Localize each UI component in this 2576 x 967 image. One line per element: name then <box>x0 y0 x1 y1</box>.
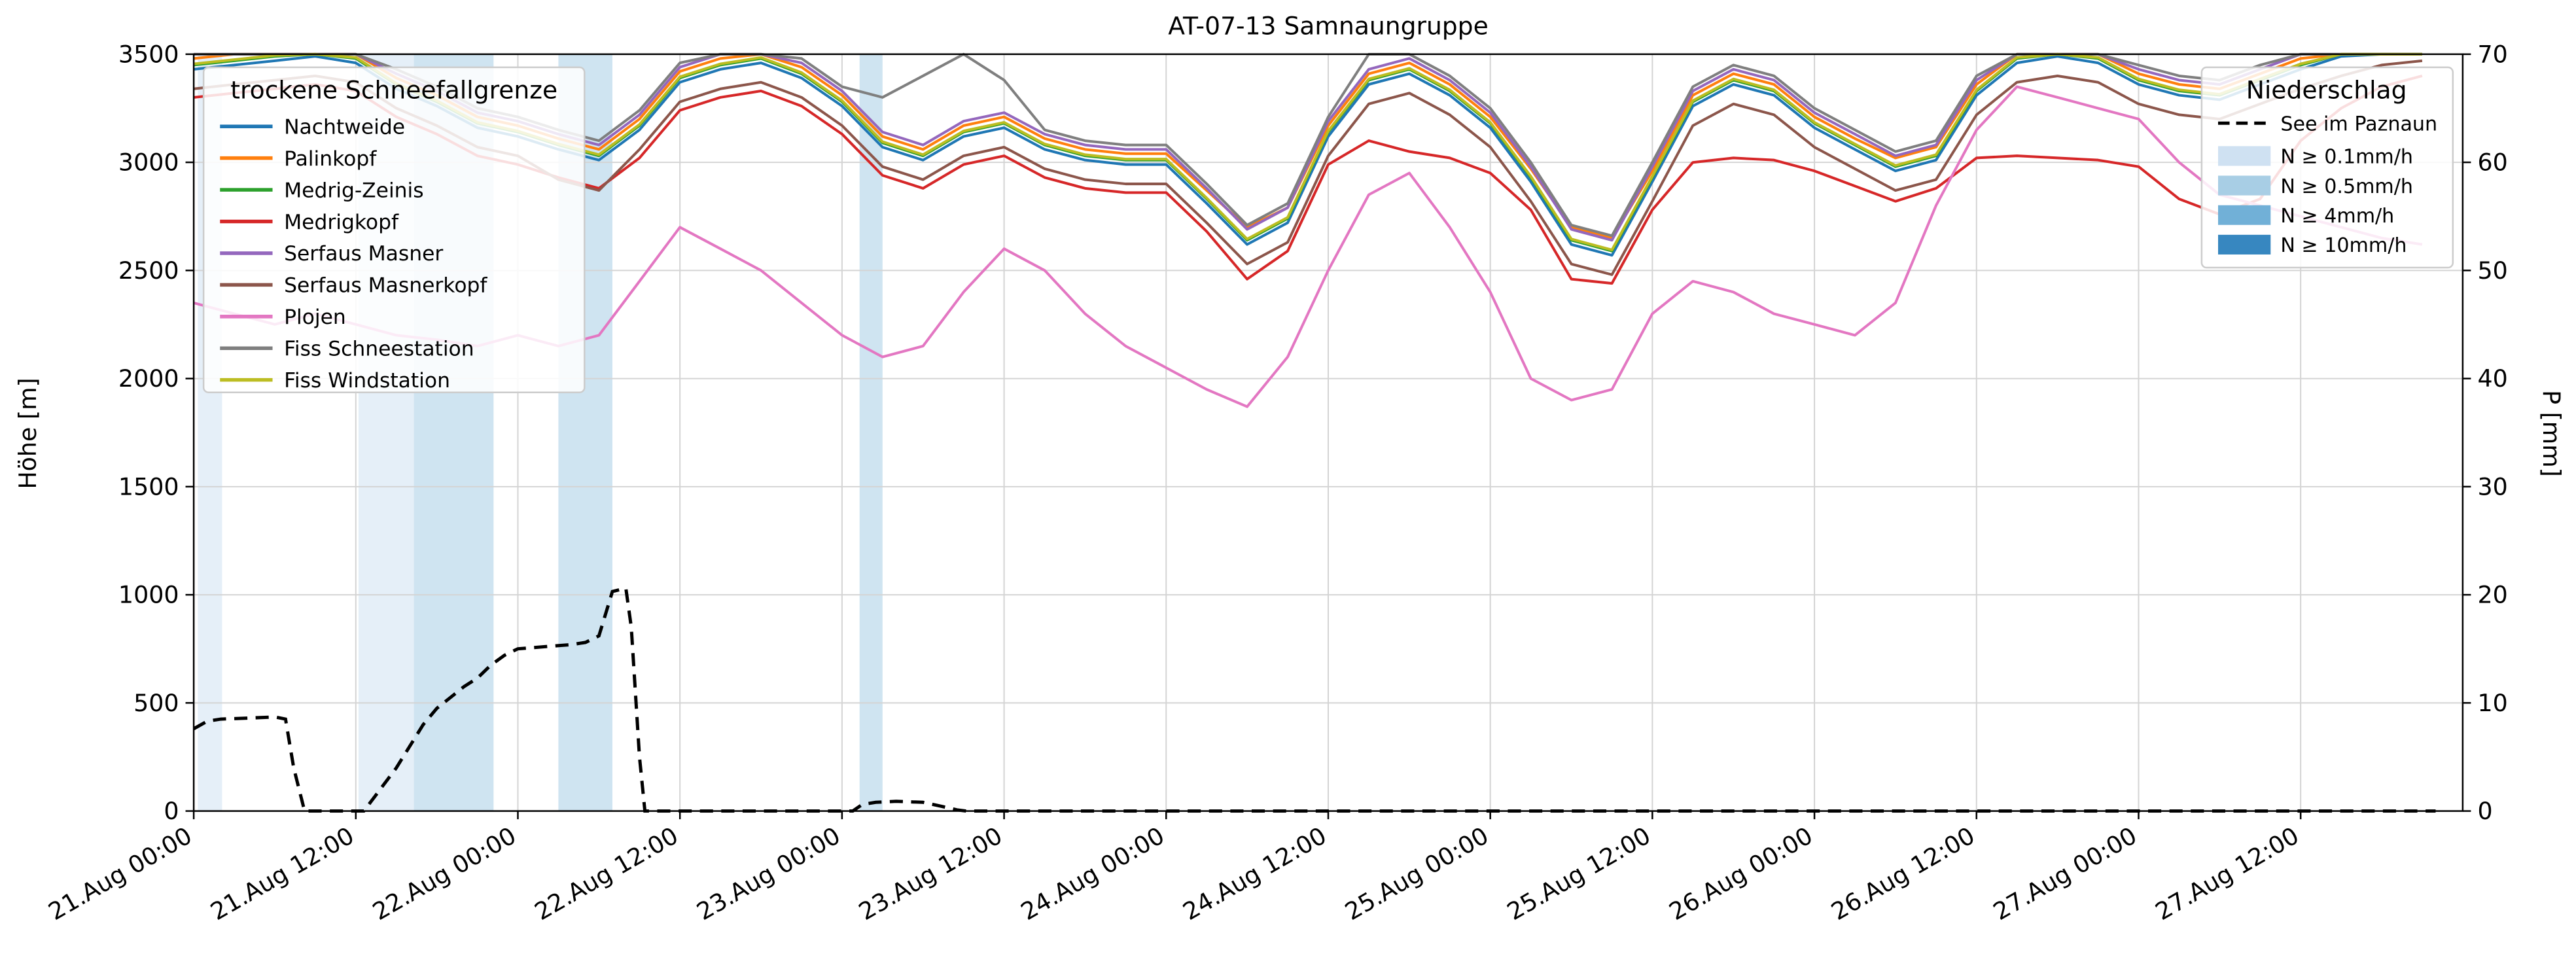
x-tick-label: 27.Aug 00:00 <box>1988 821 2142 926</box>
y-left-tick-label: 2500 <box>118 256 179 285</box>
x-tick-label: 27.Aug 12:00 <box>2151 821 2304 926</box>
legend-item-label: Medrigkopf <box>284 211 399 234</box>
chart-title: AT-07-13 Samnaungruppe <box>1168 12 1489 41</box>
precip-band <box>859 54 883 811</box>
legend-item-label: Plojen <box>284 306 346 329</box>
legend-item-label: N ≥ 0.5mm/h <box>2280 175 2413 198</box>
legend-item-label: Medrig-Zeinis <box>284 179 423 202</box>
legend-item-label: Palinkopf <box>284 147 377 171</box>
x-tick-label: 25.Aug 12:00 <box>1502 821 1655 926</box>
series-see-im-paznaun <box>194 586 2436 813</box>
legend-item-label: N ≥ 10mm/h <box>2280 234 2407 257</box>
legend-patch-swatch <box>2217 146 2271 166</box>
labels-layer: AT-07-13 Samnaungruppe Höhe [m] P [mm] <box>14 12 2566 489</box>
x-tick-label: 26.Aug 00:00 <box>1665 821 1818 926</box>
y-right-tick-label: 50 <box>2477 256 2507 285</box>
y-left-tick-label: 500 <box>133 689 179 717</box>
x-tick-label: 21.Aug 12:00 <box>205 821 359 926</box>
legend-patch-swatch <box>2217 205 2271 225</box>
x-tick-label: 22.Aug 12:00 <box>530 821 683 926</box>
y-right-tick-label: 20 <box>2477 581 2507 609</box>
y-right-tick-label: 30 <box>2477 472 2507 501</box>
legend-item-label: N ≥ 0.1mm/h <box>2280 146 2413 169</box>
legend-item-label: See im Paznaun <box>2280 113 2437 136</box>
x-tick-label: 21.Aug 00:00 <box>44 821 197 926</box>
legend-item-label: Fiss Windstation <box>284 369 450 393</box>
x-tick-label: 23.Aug 00:00 <box>692 821 845 926</box>
x-tick-label: 22.Aug 00:00 <box>368 821 521 926</box>
stations-legend-box <box>202 66 586 393</box>
y-left-tick-label: 3500 <box>118 40 179 68</box>
legend-item-label: Nachtweide <box>284 116 405 139</box>
y-left-tick-label: 3000 <box>118 149 179 177</box>
y-right-tick-label: 0 <box>2477 797 2492 825</box>
legend-patch-swatch <box>2217 234 2271 255</box>
y-left-tick-label: 2000 <box>118 364 179 393</box>
legend-item-label: N ≥ 4mm/h <box>2280 205 2394 228</box>
y-right-tick-label: 10 <box>2477 689 2507 717</box>
y-right-axis-label: P [mm] <box>2537 390 2566 477</box>
x-tick-label: 26.Aug 12:00 <box>1826 821 1979 926</box>
legend-item-label: Serfaus Masner <box>284 242 443 266</box>
legend-patch-swatch <box>2217 175 2271 196</box>
y-left-tick-label: 0 <box>164 797 179 825</box>
x-tick-label: 23.Aug 12:00 <box>854 821 1007 926</box>
legend-item-label: Fiss Schneestation <box>284 338 474 361</box>
y-right-tick-label: 40 <box>2477 364 2507 393</box>
x-tick-label: 24.Aug 12:00 <box>1178 821 1332 926</box>
stations-legend-title: trockene Schneefallgrenze <box>230 76 557 105</box>
y-right-tick-label: 60 <box>2477 149 2507 177</box>
y-left-tick-label: 1000 <box>118 581 179 609</box>
y-right-tick-label: 70 <box>2477 40 2507 68</box>
x-tick-label: 24.Aug 00:00 <box>1016 821 1169 926</box>
x-tick-label: 25.Aug 00:00 <box>1340 821 1493 926</box>
precip-legend-title: Niederschlag <box>2246 76 2407 105</box>
y-left-axis-label: Höhe [m] <box>14 378 42 489</box>
y-left-tick-label: 1500 <box>118 472 179 501</box>
legend-item-label: Serfaus Masnerkopf <box>284 274 487 298</box>
legend-layer: trockene Schneefallgrenze Nachtweide Palin… <box>202 66 2454 393</box>
